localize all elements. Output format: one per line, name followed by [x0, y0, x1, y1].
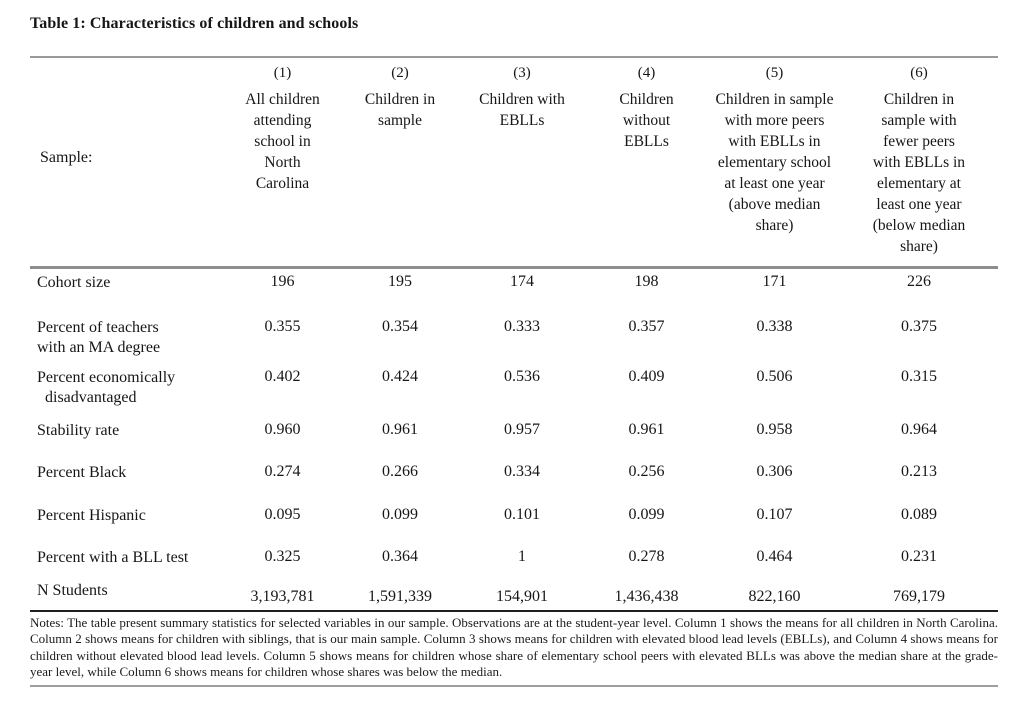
- column-header: Children without EBLLs: [584, 89, 709, 269]
- table-row: Percent economically disadvantaged 0.402…: [30, 364, 998, 417]
- cell-value: 154,901: [460, 577, 584, 612]
- table-body: Cohort size 196 195 174 198 171 226 Perc…: [30, 267, 998, 612]
- cell-value: 0.325: [264, 548, 301, 565]
- cell-value: 0.256: [628, 463, 665, 480]
- table-row: N Students 3,193,781 1,591,339 154,901 1…: [30, 577, 998, 612]
- row-label: Percent economically disadvantaged: [37, 369, 176, 406]
- column-number-spacer: [30, 57, 225, 89]
- cell-value: 1: [518, 548, 526, 565]
- cell-value: 0.338: [756, 318, 793, 335]
- row-label: Percent Hispanic: [37, 507, 146, 524]
- column-header: Children with EBLLs: [460, 89, 584, 269]
- cell-value: 0.402: [264, 368, 301, 385]
- sample-label: Sample:: [30, 89, 225, 269]
- column-number: (5): [765, 65, 784, 81]
- row-label: Percent of teachers with an MA degree: [37, 319, 161, 356]
- cell-value: 0.354: [382, 318, 418, 335]
- cell-value: 0.231: [901, 548, 937, 565]
- cell-value: 0.961: [382, 421, 418, 438]
- column-header-row: Sample: All children attending school in…: [30, 89, 998, 269]
- cell-value: 0.960: [264, 421, 301, 438]
- cell-value: 769,179: [840, 577, 998, 612]
- table-row: Percent Hispanic 0.095 0.099 0.101 0.099…: [30, 502, 998, 544]
- cell-value: 822,160: [709, 577, 840, 612]
- cell-value: 0.957: [504, 421, 540, 438]
- cell-value: 226: [907, 272, 931, 290]
- paper-page: Table 1: Characteristics of children and…: [30, 15, 998, 687]
- cell-value: 0.961: [628, 421, 665, 438]
- row-label: N Students: [30, 577, 225, 612]
- row-label: Cohort size: [37, 273, 111, 291]
- cell-value: 0.278: [628, 548, 665, 565]
- cell-value: 0.213: [901, 463, 937, 480]
- column-header: All children attending school in North C…: [225, 89, 340, 269]
- cell-value: 0.964: [901, 421, 937, 438]
- cell-value: 0.355: [264, 318, 301, 335]
- cell-value: 0.334: [504, 463, 540, 480]
- table-row: Percent with a BLL test 0.325 0.364 1 0.…: [30, 544, 998, 577]
- column-header: Children in sample with more peers with …: [709, 89, 840, 269]
- column-number: (4): [637, 65, 656, 81]
- cell-value: 0.266: [382, 463, 418, 480]
- table-notes: Notes: The table present summary statist…: [30, 615, 998, 680]
- cell-value: 0.095: [264, 506, 301, 523]
- cell-value: 195: [388, 272, 412, 290]
- row-label: Percent with a BLL test: [37, 549, 189, 566]
- cell-value: 0.357: [628, 318, 665, 335]
- cell-value: 0.315: [901, 368, 937, 385]
- table-row: Cohort size 196 195 174 198 171 226: [30, 267, 998, 314]
- cell-value: 0.506: [756, 368, 793, 385]
- column-number: (6): [910, 65, 928, 81]
- table-row: Percent Black 0.274 0.266 0.334 0.256 0.…: [30, 459, 998, 502]
- cell-value: 174: [510, 272, 534, 290]
- column-header: Children in sample with fewer peers with…: [840, 89, 998, 269]
- table-row: Percent of teachers with an MA degree 0.…: [30, 314, 998, 364]
- cell-value: 196: [270, 272, 295, 290]
- cell-value: 0.375: [901, 318, 937, 335]
- cell-value: 0.101: [504, 506, 540, 523]
- cell-value: 198: [634, 272, 659, 290]
- table-header: (1) (2) (3) (4) (5) (6) Sample: All chil…: [30, 57, 998, 269]
- column-number: (2): [391, 65, 409, 81]
- column-number: (3): [513, 65, 531, 81]
- cell-value: 0.536: [504, 368, 540, 385]
- cell-value: 0.306: [756, 463, 793, 480]
- row-label: Stability rate: [37, 422, 120, 439]
- cell-value: 0.464: [756, 548, 793, 565]
- cell-value: 0.958: [756, 421, 793, 438]
- column-header: Children in sample: [340, 89, 460, 269]
- row-label: Percent Black: [37, 464, 127, 481]
- cell-value: 0.424: [382, 368, 418, 385]
- cell-value: 0.099: [628, 506, 665, 523]
- cell-value: 3,193,781: [225, 577, 340, 612]
- cell-value: 0.089: [901, 506, 937, 523]
- cell-value: 0.107: [756, 506, 793, 523]
- table-title: Table 1: Characteristics of children and…: [30, 15, 359, 32]
- cell-value: 0.333: [504, 318, 540, 335]
- bottom-rule: [30, 684, 998, 687]
- cell-value: 0.364: [382, 548, 418, 565]
- cell-value: 1,591,339: [340, 577, 460, 612]
- cell-value: 1,436,438: [584, 577, 709, 612]
- summary-table: (1) (2) (3) (4) (5) (6) Sample: All chil…: [30, 56, 998, 612]
- column-number: (1): [273, 65, 292, 81]
- cell-value: 0.409: [628, 368, 665, 385]
- cell-value: 0.099: [382, 506, 418, 523]
- table-row: Stability rate 0.960 0.961 0.957 0.961 0…: [30, 417, 998, 459]
- cell-value: 0.274: [264, 463, 301, 480]
- column-number-row: (1) (2) (3) (4) (5) (6): [30, 57, 998, 89]
- cell-value: 171: [762, 272, 787, 290]
